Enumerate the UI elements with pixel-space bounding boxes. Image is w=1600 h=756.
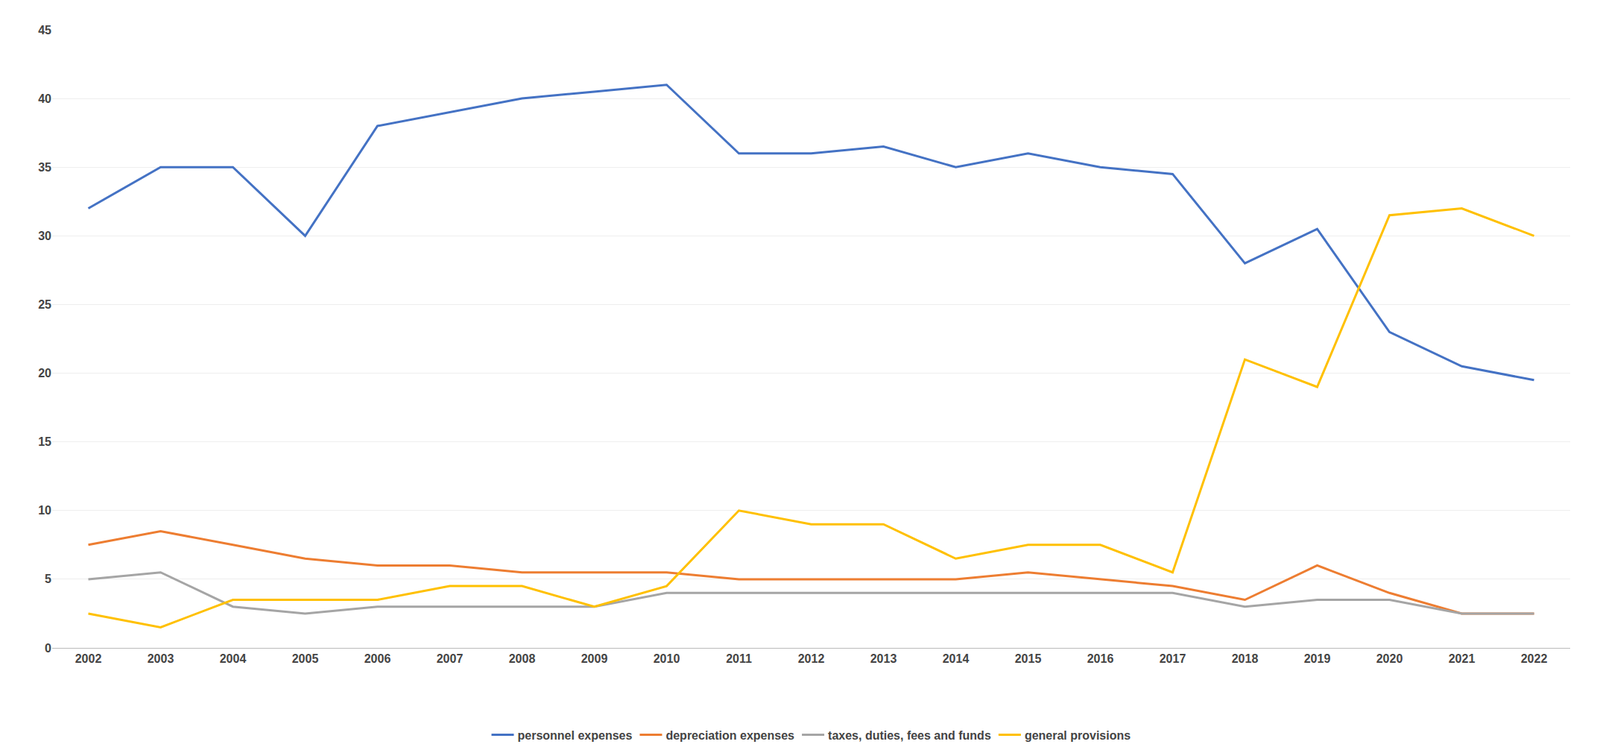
svg-text:taxes, duties, fees and funds: taxes, duties, fees and funds xyxy=(827,728,992,742)
svg-text:2020: 2020 xyxy=(1376,652,1404,665)
svg-text:2007: 2007 xyxy=(436,652,464,665)
svg-text:2012: 2012 xyxy=(798,652,825,665)
svg-text:2014: 2014 xyxy=(942,652,970,665)
svg-text:2017: 2017 xyxy=(1159,652,1187,665)
svg-text:2018: 2018 xyxy=(1231,652,1259,665)
svg-text:2009: 2009 xyxy=(581,652,609,665)
svg-text:2013: 2013 xyxy=(870,652,898,665)
svg-text:2006: 2006 xyxy=(364,652,392,665)
svg-text:2002: 2002 xyxy=(75,652,103,665)
svg-text:10: 10 xyxy=(38,503,52,517)
svg-text:2019: 2019 xyxy=(1304,652,1331,665)
svg-text:2021: 2021 xyxy=(1448,652,1476,665)
svg-text:2004: 2004 xyxy=(219,652,247,665)
svg-text:2022: 2022 xyxy=(1521,652,1548,665)
svg-text:2003: 2003 xyxy=(147,652,175,665)
svg-text:2008: 2008 xyxy=(508,652,536,665)
svg-text:2016: 2016 xyxy=(1087,652,1115,665)
svg-text:35: 35 xyxy=(38,160,52,174)
svg-text:2015: 2015 xyxy=(1014,652,1042,665)
svg-text:0: 0 xyxy=(44,641,52,655)
svg-text:25: 25 xyxy=(38,298,52,311)
svg-text:2011: 2011 xyxy=(725,652,752,665)
svg-text:general provisions: general provisions xyxy=(1024,728,1131,742)
svg-text:personnel expenses: personnel expenses xyxy=(517,728,633,742)
svg-text:2010: 2010 xyxy=(653,652,681,665)
svg-text:40: 40 xyxy=(38,92,52,106)
svg-text:depreciation expenses: depreciation expenses xyxy=(665,728,795,742)
svg-text:2005: 2005 xyxy=(292,652,319,665)
svg-text:45: 45 xyxy=(38,23,52,37)
svg-text:5: 5 xyxy=(44,572,52,586)
svg-text:20: 20 xyxy=(38,366,52,380)
svg-text:30: 30 xyxy=(38,229,52,243)
svg-text:15: 15 xyxy=(38,435,52,448)
